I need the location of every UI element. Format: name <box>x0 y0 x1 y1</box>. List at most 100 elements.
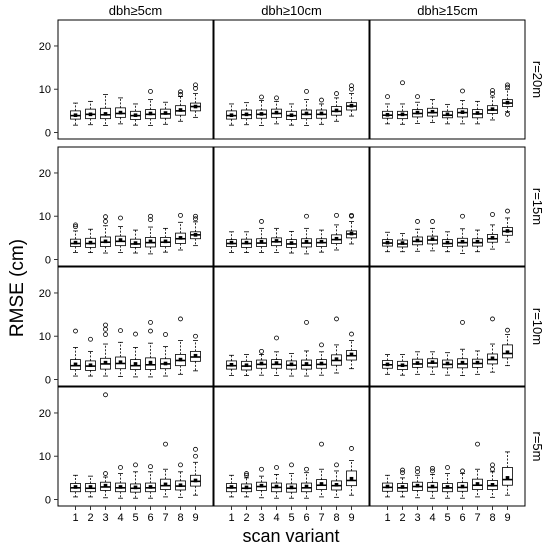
outlier-point <box>103 322 108 328</box>
mean-marker <box>460 484 465 489</box>
outlier-point <box>505 111 510 117</box>
box-6 <box>457 319 468 377</box>
mean-marker <box>88 240 93 245</box>
box-7 <box>160 441 171 498</box>
mean-marker <box>133 362 138 366</box>
panels-grid <box>57 19 526 507</box>
box-4 <box>115 465 126 499</box>
outlier-point <box>178 316 183 322</box>
outlier-point <box>415 465 420 471</box>
mean-marker <box>148 485 153 489</box>
box-8 <box>175 462 186 498</box>
outlier-point <box>259 94 264 100</box>
mean-marker <box>118 238 123 242</box>
outlier-point <box>133 331 138 337</box>
outlier-point <box>148 328 153 334</box>
outlier-point <box>460 213 465 219</box>
column-header: dbh≥10cm <box>261 3 322 18</box>
outlier-point <box>103 219 108 224</box>
box-5 <box>286 230 297 254</box>
mean-marker <box>400 363 405 368</box>
outlier-point <box>304 319 309 325</box>
box-6 <box>301 213 312 255</box>
x-tick-label: 2 <box>87 512 93 524</box>
panel-border <box>369 146 526 267</box>
outlier-point <box>178 462 183 468</box>
mean-marker <box>334 236 339 241</box>
mean-marker <box>178 108 183 112</box>
outlier-point <box>148 464 153 470</box>
box-9 <box>502 451 513 496</box>
x-axis-label: scan variant <box>242 526 339 546</box>
mean-marker <box>229 362 234 367</box>
mean-marker <box>133 241 138 245</box>
outlier-point <box>73 224 78 230</box>
outlier-point <box>304 466 309 472</box>
panel-border <box>369 19 526 140</box>
outlier-point <box>103 332 108 337</box>
mean-marker <box>193 104 198 109</box>
mean-marker <box>163 239 168 244</box>
outlier-point <box>103 326 108 332</box>
box-9 <box>502 327 513 367</box>
box-8 <box>331 212 342 251</box>
outlier-point <box>133 462 138 468</box>
outlier-point <box>148 89 153 94</box>
mean-marker <box>385 362 390 367</box>
mean-marker <box>133 113 138 117</box>
panel-r=10m-dbh≥5cm <box>70 316 201 378</box>
outlier-point <box>193 216 198 222</box>
box-8 <box>175 212 186 251</box>
row-strip-label: r=15m <box>530 188 545 225</box>
box-9 <box>502 82 513 117</box>
row-strip-label: r=10m <box>530 308 545 345</box>
outlier-point <box>334 212 339 218</box>
outlier-point <box>415 219 420 224</box>
mean-marker <box>274 239 279 243</box>
box-3 <box>256 219 267 253</box>
mean-marker <box>445 112 450 117</box>
box-1 <box>382 94 393 125</box>
outlier-point <box>274 95 279 101</box>
mean-marker <box>334 482 339 487</box>
panel-r=15m-dbh≥10cm <box>226 212 357 255</box>
box-4 <box>427 465 438 499</box>
outlier-point <box>319 342 324 348</box>
box-1 <box>70 328 81 377</box>
outlier-point <box>460 88 465 94</box>
outlier-point <box>178 89 183 95</box>
box-7 <box>472 229 483 253</box>
box-6 <box>301 89 312 126</box>
y-tick-label: 0 <box>45 375 51 387</box>
mean-marker <box>133 485 138 490</box>
mean-marker <box>349 352 354 357</box>
mean-marker <box>334 108 339 113</box>
outlier-point <box>349 331 354 337</box>
mean-marker <box>103 239 108 244</box>
panel-r=20m-dbh≥15cm <box>382 80 513 125</box>
y-tick-label: 20 <box>39 168 51 180</box>
mean-marker <box>490 236 495 240</box>
mean-marker <box>178 236 183 240</box>
outlier-point <box>73 328 78 334</box>
mean-marker <box>475 239 480 244</box>
outlier-point <box>259 219 264 224</box>
box-9 <box>346 212 357 245</box>
box-8 <box>175 89 186 122</box>
mean-marker <box>505 100 510 105</box>
outlier-point <box>349 86 354 92</box>
mean-marker <box>73 362 78 367</box>
box-7 <box>316 229 327 253</box>
box-3 <box>256 348 267 376</box>
mean-marker <box>304 111 309 116</box>
panel-r=5m-dbh≥5cm <box>70 392 201 499</box>
x-axis: 1 1 12 2 23 3 34 4 45 5 56 6 67 7 78 8 89 9 9 <box>72 506 511 524</box>
x-tick-label: 1 <box>228 512 234 524</box>
mean-marker <box>274 484 279 489</box>
mean-marker <box>460 110 465 114</box>
box-6 <box>145 464 156 499</box>
box-7 <box>160 101 171 125</box>
mean-marker <box>349 231 354 236</box>
box-6 <box>457 213 468 254</box>
box-7 <box>316 441 327 498</box>
